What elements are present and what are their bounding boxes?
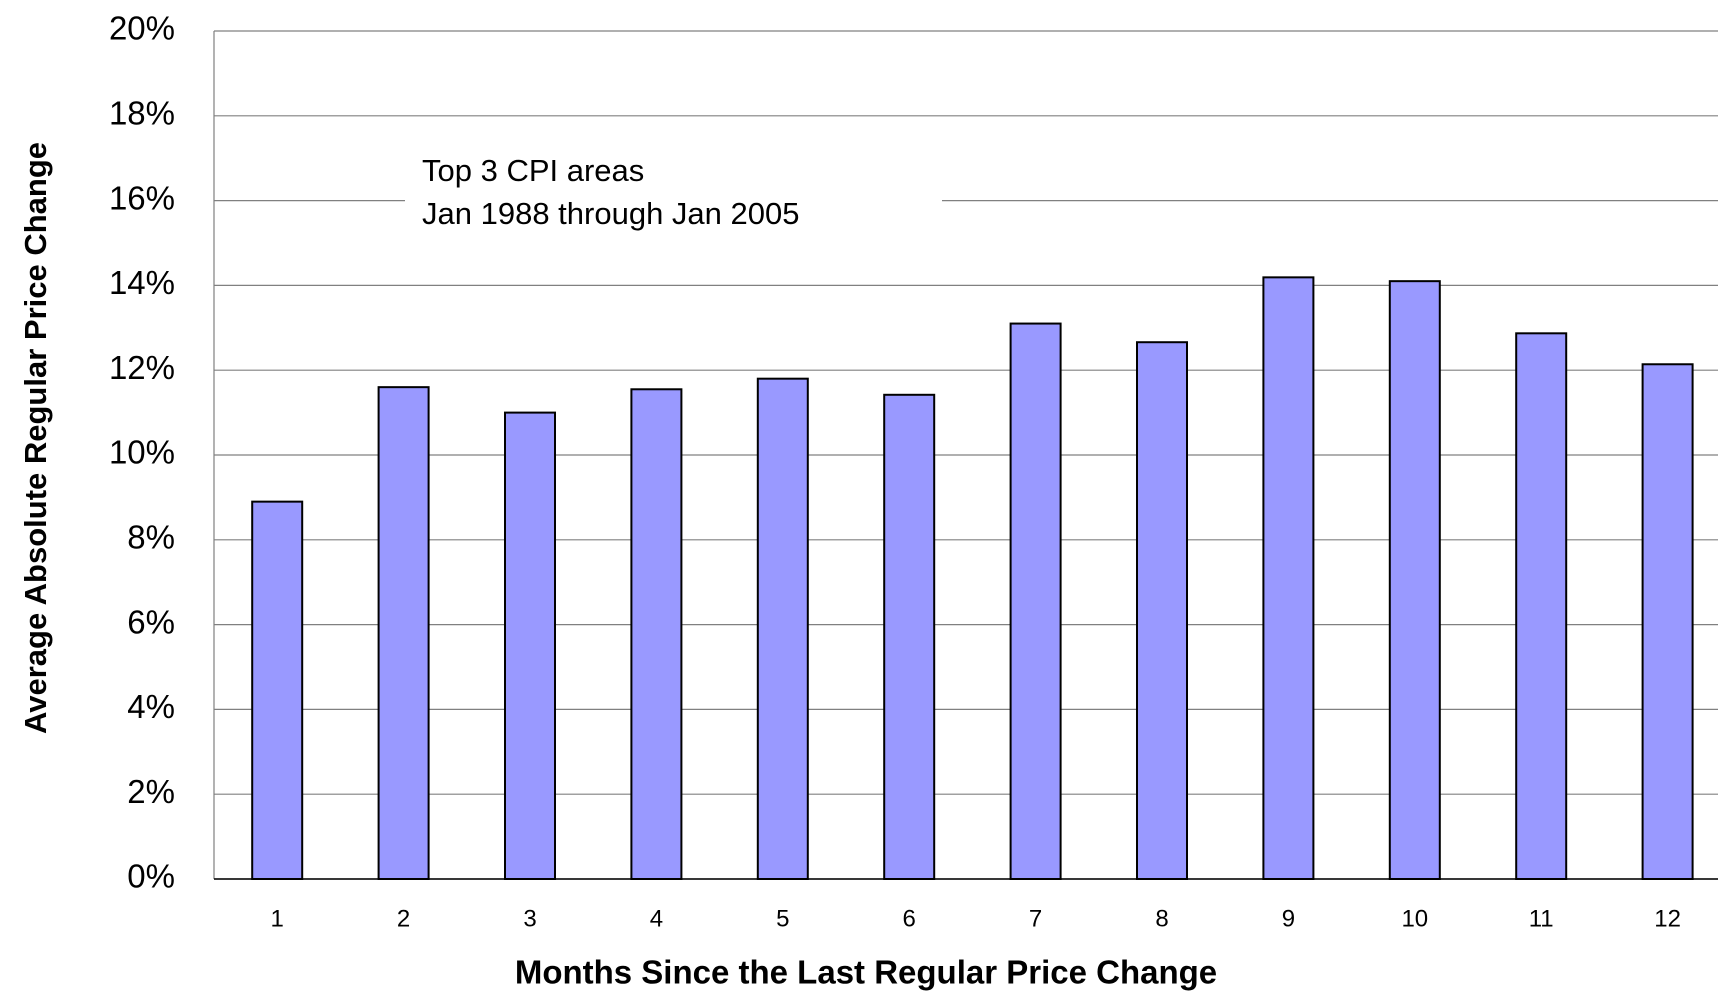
- y-axis-title: Average Absolute Regular Price Change: [18, 142, 53, 734]
- x-tick-label: 3: [523, 905, 536, 932]
- y-tick-label: 0%: [127, 858, 175, 895]
- y-tick-label: 18%: [109, 95, 175, 132]
- x-tick-label: 1: [271, 905, 284, 932]
- annotation-box: [405, 153, 942, 236]
- y-tick-label: 20%: [109, 10, 175, 47]
- y-tick-label: 6%: [127, 603, 175, 640]
- x-tick-label: 6: [903, 905, 916, 932]
- bar: [377, 386, 430, 880]
- bar: [504, 411, 556, 880]
- y-tick-label: 10%: [109, 434, 175, 471]
- annotation: Top 3 CPI areas: [422, 153, 644, 188]
- x-axis-title: Months Since the Last Regular Price Chan…: [515, 954, 1217, 991]
- y-tick-label: 14%: [109, 264, 175, 301]
- x-tick-label: 12: [1654, 905, 1681, 932]
- bar: [1009, 322, 1062, 880]
- bar: [1515, 332, 1568, 880]
- annotation: Jan 1988 through Jan 2005: [422, 196, 799, 231]
- x-tick-label: 10: [1401, 905, 1428, 932]
- y-tick-label: 2%: [127, 773, 175, 810]
- y-tick-label: 8%: [127, 519, 175, 556]
- grid: [213, 30, 1718, 880]
- y-tick-label: 16%: [109, 179, 175, 216]
- bar: [1388, 280, 1441, 881]
- x-tick-label: 4: [650, 905, 663, 932]
- x-tick-label: 7: [1029, 905, 1042, 932]
- y-tick-label: 4%: [127, 688, 175, 725]
- x-tick-label: 11: [1529, 905, 1554, 932]
- bar: [1136, 341, 1188, 880]
- bar: [1641, 363, 1694, 881]
- bar: [251, 500, 304, 880]
- bar: [630, 388, 683, 880]
- y-tick-label: 12%: [109, 349, 175, 386]
- x-tick-label: 8: [1155, 905, 1168, 932]
- x-tick-label: 5: [776, 905, 789, 932]
- bar: [1262, 276, 1315, 880]
- bar: [883, 393, 936, 880]
- x-tick-label: 2: [397, 905, 410, 932]
- x-tick-label: 9: [1282, 905, 1295, 932]
- bar: [756, 377, 809, 880]
